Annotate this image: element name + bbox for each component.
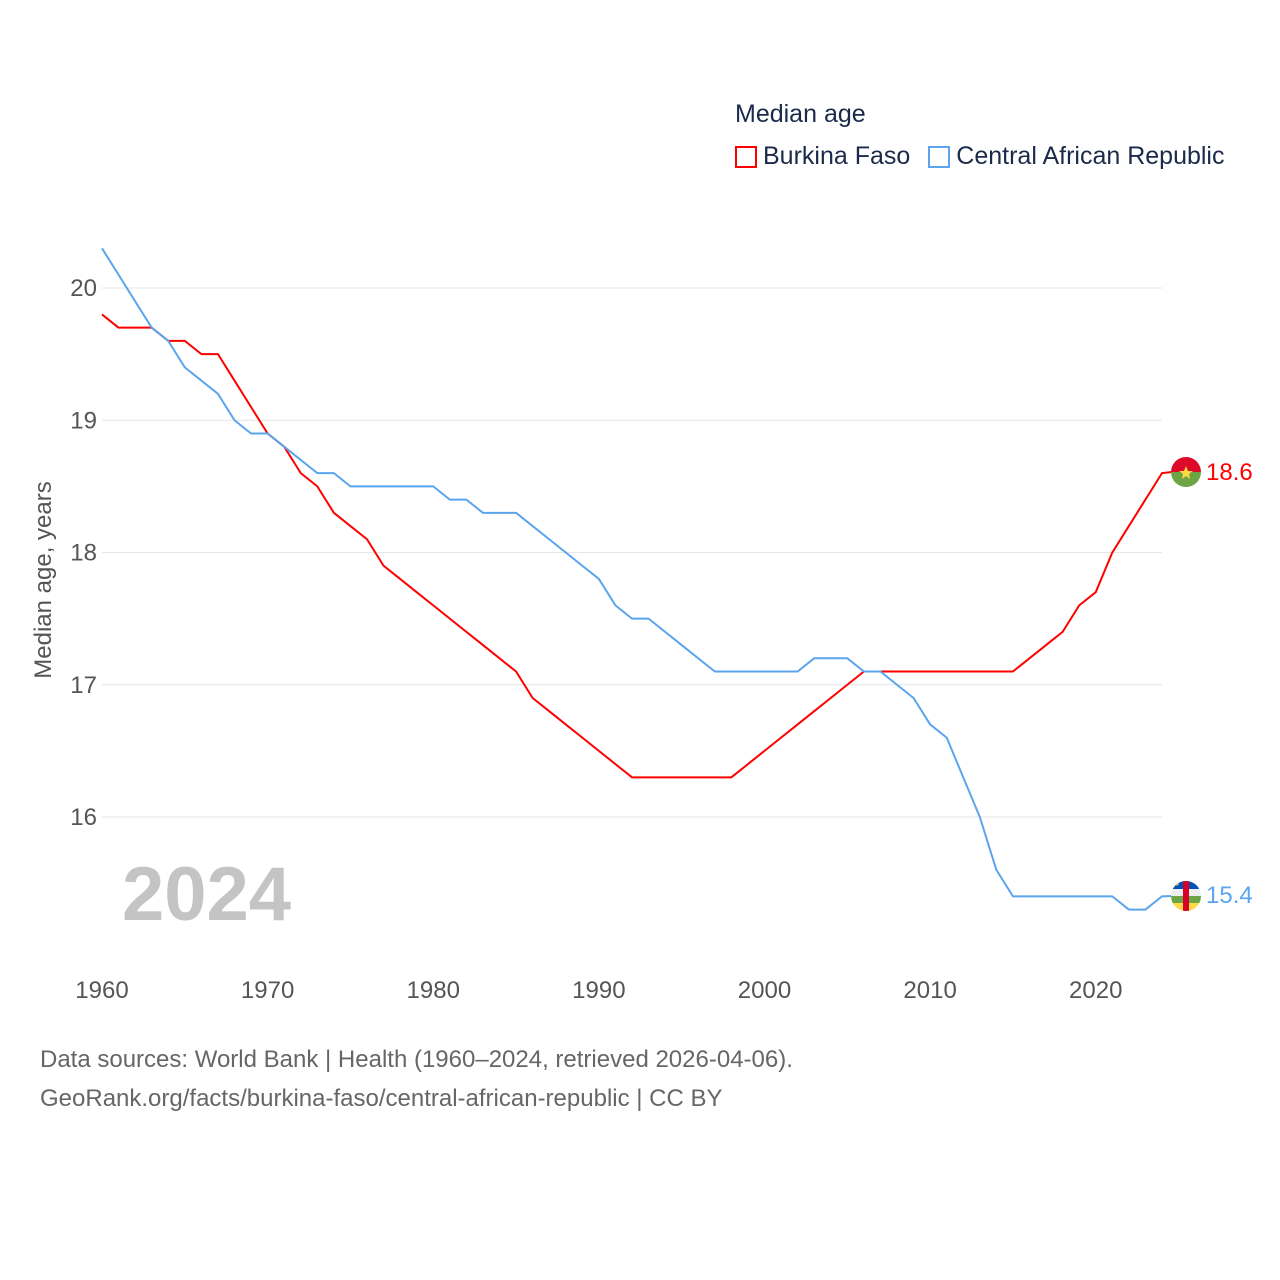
legend-title: Median age [735, 100, 866, 128]
legend-swatch [928, 145, 951, 168]
y-tick-label: 16 [70, 804, 97, 831]
legend-label: Burkina Faso [763, 142, 911, 170]
central-african-republic-flag-icon [1171, 881, 1201, 911]
x-tick-label: 1990 [572, 977, 625, 1004]
burkina-faso-flag-icon [1171, 457, 1201, 487]
car-end-label: 15.4 [1206, 882, 1253, 909]
y-tick-label: 18 [70, 540, 97, 567]
legend: Burkina Faso Central African Republic [735, 142, 1225, 171]
source-text: Data sources: World Bank | Health (1960–… [40, 1046, 793, 1073]
y-tick-label: 17 [70, 672, 97, 699]
x-tick-label: 1980 [407, 977, 460, 1004]
y-axis-label: Median age, years [30, 481, 57, 678]
legend-label: Central African Republic [956, 142, 1225, 170]
source-link[interactable]: GeoRank.org/facts/burkina-faso/central-a… [40, 1085, 723, 1112]
y-tick-label: 19 [70, 407, 97, 434]
legend-swatch [735, 145, 757, 168]
legend-item-central-african-republic[interactable]: Central African Republic [928, 142, 1225, 171]
legend-item-burkina-faso[interactable]: Burkina Faso [735, 142, 910, 171]
x-tick-label: 2010 [903, 977, 956, 1004]
burkina-faso-end-label: 18.6 [1206, 459, 1253, 486]
year-watermark: 2024 [122, 852, 291, 937]
x-tick-label: 1960 [75, 977, 128, 1004]
x-tick-label: 2020 [1069, 977, 1122, 1004]
series-line-central-african-republic [101, 247, 1173, 911]
x-tick-label: 1970 [241, 977, 294, 1004]
x-tick-label: 2000 [738, 977, 791, 1004]
series-line-burkina-faso [101, 313, 1173, 779]
y-tick-label: 20 [70, 275, 97, 302]
